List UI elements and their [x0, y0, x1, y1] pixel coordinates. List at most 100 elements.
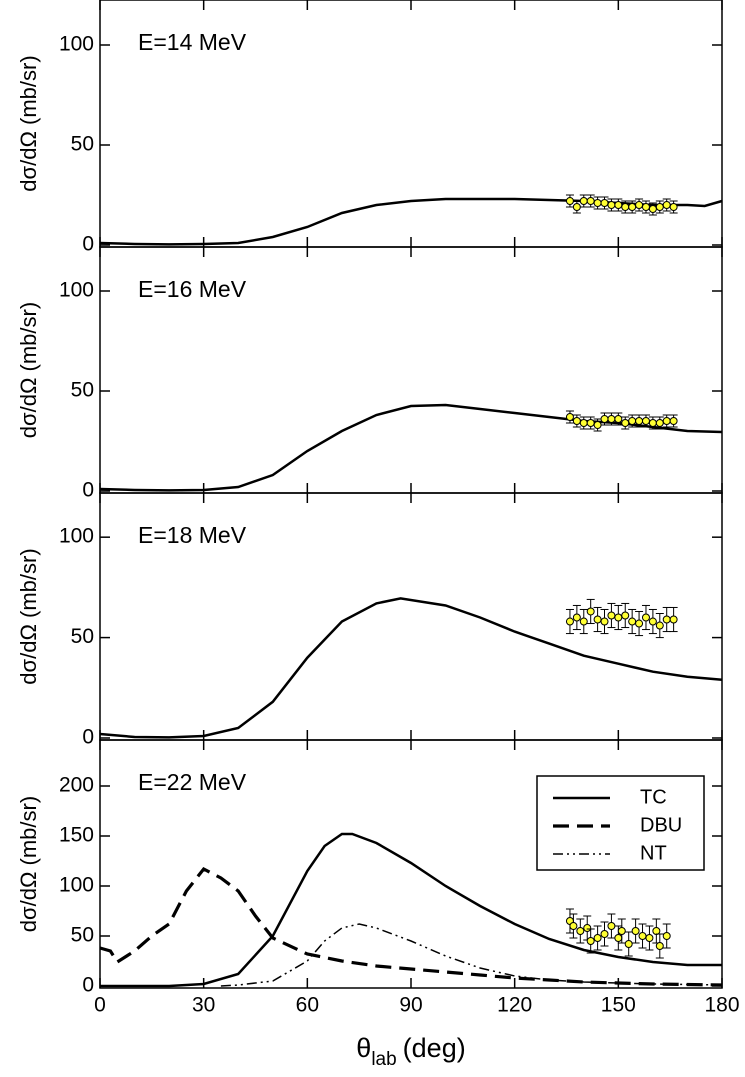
y-tick-label: 0	[82, 726, 94, 749]
y-tick-label: 200	[59, 774, 94, 797]
legend-label: TC	[640, 786, 667, 808]
panel-label: E=16 MeV	[138, 276, 247, 302]
data-point	[600, 199, 609, 207]
y-tick-label: 50	[71, 924, 94, 947]
y-tick-label: 0	[82, 233, 94, 256]
data-point	[662, 615, 671, 624]
x-tick-label: 150	[601, 994, 636, 1017]
data-point	[572, 417, 581, 425]
data-point	[607, 201, 616, 209]
data-point	[607, 922, 616, 930]
data-point	[569, 922, 578, 930]
x-tick-label: 0	[94, 994, 106, 1017]
y-tick-label: 50	[71, 379, 94, 402]
data-point	[586, 607, 595, 616]
panel-label: E=18 MeV	[138, 522, 247, 548]
data-point	[648, 419, 657, 427]
data-point	[583, 924, 592, 932]
data-point	[628, 417, 637, 425]
data-point	[579, 419, 588, 427]
data-point	[576, 927, 585, 935]
data-point	[655, 942, 664, 950]
data-point	[621, 419, 630, 427]
data-point	[614, 934, 623, 942]
data-point	[593, 934, 602, 942]
y-tick-label: 50	[71, 133, 94, 156]
data-point	[586, 419, 595, 427]
data-point	[655, 419, 664, 427]
x-label-sub: lab	[371, 1049, 396, 1070]
y-tick-label: 100	[59, 874, 94, 897]
curve	[220, 923, 723, 987]
data-point	[652, 927, 661, 935]
y-axis-label: dσ/dΩ (mb/sr)	[16, 548, 41, 684]
data-point	[593, 615, 602, 624]
y-tick-label: 100	[59, 279, 94, 302]
x-axis-label: θlab (deg)	[356, 1033, 465, 1070]
data-point	[669, 615, 678, 624]
x-tick-label: 90	[399, 994, 422, 1017]
data-point	[614, 201, 623, 209]
data-point	[628, 617, 637, 626]
x-tick-label: 60	[296, 994, 319, 1017]
data-point	[572, 203, 581, 211]
data-point	[565, 617, 574, 626]
data-point	[628, 203, 637, 211]
data-point	[586, 197, 595, 205]
data-point	[638, 932, 647, 940]
data-point	[600, 617, 609, 626]
curve	[99, 403, 723, 492]
data-point	[586, 937, 595, 945]
data-point	[645, 934, 654, 942]
curve	[100, 832, 722, 988]
data-point	[655, 203, 664, 211]
data-point	[579, 197, 588, 205]
x-tick-label: 30	[192, 994, 215, 1017]
data-point	[614, 415, 623, 423]
data-point	[648, 205, 657, 213]
data-point	[641, 417, 650, 425]
data-point	[635, 201, 644, 209]
data-point	[624, 940, 633, 948]
data-point	[621, 203, 630, 211]
data-point	[614, 613, 623, 622]
data-point	[600, 415, 609, 423]
y-tick-label: 100	[59, 525, 94, 548]
y-axis-label: dσ/dΩ (mb/sr)	[16, 55, 41, 191]
x-tick-label: 120	[497, 994, 532, 1017]
data-point	[641, 203, 650, 211]
panel-label: E=22 MeV	[138, 769, 247, 795]
data-point	[635, 417, 644, 425]
data-point	[635, 619, 644, 628]
data-point	[669, 203, 678, 211]
x-label-symbol: θ	[356, 1033, 371, 1063]
y-axis-label: dσ/dΩ (mb/sr)	[16, 796, 41, 932]
y-tick-label: 50	[71, 625, 94, 648]
curve	[99, 866, 723, 987]
legend-box	[536, 775, 705, 871]
data-point	[655, 621, 664, 630]
curve	[99, 597, 723, 739]
y-axis-label: dσ/dΩ (mb/sr)	[16, 302, 41, 438]
legend-label: DBU	[640, 814, 682, 836]
y-tick-label: 100	[59, 33, 94, 56]
data-point	[621, 611, 630, 620]
x-label-unit: (deg)	[403, 1033, 466, 1063]
x-tick-label: 180	[704, 994, 739, 1017]
y-tick-label: 0	[82, 479, 94, 502]
y-tick-label: 0	[82, 974, 94, 997]
data-point	[565, 197, 574, 205]
data-point	[648, 617, 657, 626]
data-point	[662, 201, 671, 209]
data-point	[631, 927, 640, 935]
data-point	[572, 613, 581, 622]
legend-label: NT	[640, 842, 667, 864]
data-point	[617, 927, 626, 935]
panel-label: E=14 MeV	[138, 29, 247, 55]
data-point	[579, 617, 588, 626]
data-point	[662, 417, 671, 425]
data-point	[669, 417, 678, 425]
data-point	[607, 415, 616, 423]
data-point	[593, 421, 602, 429]
data-point	[593, 199, 602, 207]
